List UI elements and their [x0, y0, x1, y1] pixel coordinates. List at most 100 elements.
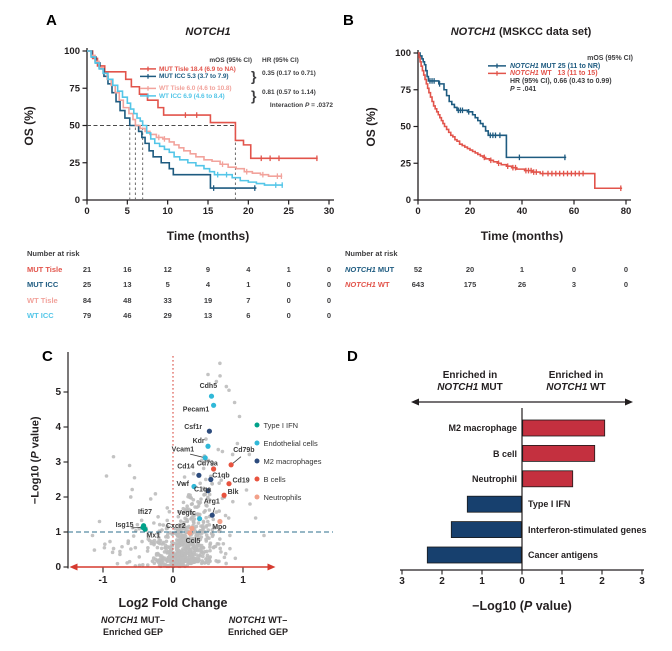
volcano-x-tick-label: -1	[99, 575, 108, 586]
risk-a-value: 46	[114, 311, 140, 321]
d-x-tick-label: 2	[599, 576, 605, 587]
gene-label-Cd19: Cd19	[233, 477, 250, 484]
volcano-bg-dot	[232, 400, 237, 405]
volcano-bg-dot	[166, 535, 170, 539]
risk-a-value-seg: 7	[246, 295, 251, 305]
risk-a-value: 1	[276, 265, 302, 275]
x-tick-label: 20	[465, 206, 476, 217]
legend-c-label-neut: Neutrophils	[264, 493, 302, 502]
gene-dot-Cdh5	[208, 393, 215, 399]
volcano-bg-dot	[127, 559, 132, 564]
panel-c-ylabel-post: value)	[29, 416, 42, 452]
panel-c-footer-right-gene: NOTCH1	[228, 615, 266, 625]
risk-a-row-label-MUT Tisle: MUT Tisle	[27, 265, 62, 275]
volcano-bg-dot	[162, 556, 167, 560]
risk-a-value-seg: 12	[163, 264, 172, 274]
volcano-bg-dot	[140, 562, 145, 567]
gene-label-Blk: Blk	[228, 489, 239, 496]
volcano-bg-dot	[247, 452, 252, 457]
volcano-bg-dot	[131, 534, 136, 538]
y-tick-label: 50	[400, 122, 411, 133]
volcano-bg-dot	[182, 538, 187, 543]
risk-a-value-seg: 79	[82, 311, 92, 320]
d-bar-Type I IFN	[466, 495, 522, 513]
volcano-bg-dot	[204, 525, 208, 529]
volcano-bg-dot	[223, 513, 228, 518]
legend-b-hr: HR (95% CI), 0.66 (0.43 to 0.99)	[510, 78, 612, 86]
legend-c-dot-neut	[254, 494, 260, 500]
gene-dot-C1qb	[208, 476, 214, 483]
d-bar-label-seg: Cancer antigens	[528, 550, 599, 561]
y-tick-label: 75	[400, 85, 411, 96]
risk-a-value: 5	[155, 280, 181, 290]
risk-a-value: 0	[316, 265, 342, 275]
volcano-bg-dot	[115, 561, 120, 566]
panel-d-header-left-gene: NOTCH1	[437, 382, 479, 393]
d-bar-M2 macrophage	[522, 419, 606, 437]
volcano-bg-dot	[207, 508, 212, 512]
volcano-bg-dot	[185, 508, 190, 513]
risk-a-value: 4	[235, 265, 261, 275]
d-bar-B cell	[522, 444, 596, 462]
volcano-bg-dot	[200, 525, 205, 530]
volcano-bg-dot	[173, 526, 178, 531]
volcano-bg-dot	[218, 537, 222, 541]
volcano-bg-dot	[201, 551, 206, 556]
legend-a-brace-1: }	[251, 68, 257, 84]
volcano-bg-dot	[208, 548, 212, 553]
panel-d-x-axis-label: −Log10 (P value)	[442, 599, 602, 613]
volcano-bg-dot	[191, 519, 196, 524]
risk-a-row-label-MUT ICC-seg: MUT ICC	[27, 280, 59, 289]
volcano-bg-dot	[167, 555, 171, 560]
risk-a-value-seg: 0	[286, 295, 291, 305]
panel-c-footer-left-gene: NOTCH1	[100, 615, 138, 625]
volcano-bg-dot	[127, 463, 132, 468]
panel-label-a: A	[46, 12, 57, 29]
volcano-bg-dot	[201, 554, 205, 559]
risk-b-row-label: NOTCH1 WT	[345, 280, 390, 290]
risk-a-value-seg: 13	[203, 311, 213, 320]
volcano-bg-dot	[219, 478, 224, 482]
risk-a-row-label-WT ICC-seg: WT ICC	[27, 311, 54, 320]
risk-a-value-seg: 4	[205, 280, 211, 289]
risk-a-row-label-WT Tisle-seg: WT Tisle	[27, 295, 58, 305]
x-tick-label: 25	[283, 206, 294, 217]
risk-b-value: 3	[559, 280, 589, 290]
volcano-bg-dot	[201, 466, 206, 471]
volcano-bg-dot	[165, 518, 170, 523]
volcano-bg-dot	[152, 542, 156, 547]
volcano-bg-dot	[221, 541, 226, 546]
d-x-tick-label: 1	[559, 576, 565, 587]
volcano-bg-dot	[120, 544, 124, 549]
risk-a-value-seg: 46	[123, 311, 132, 320]
panel-b-title: NOTCH1 (MSKCC data set)	[391, 26, 651, 39]
y-tick-label: 25	[400, 158, 411, 169]
risk-b-value-seg: 26	[517, 280, 527, 289]
volcano-y-tick-label: 3	[55, 457, 61, 468]
volcano-bg-dot	[222, 555, 227, 560]
risk-a-value: 25	[74, 280, 100, 290]
volcano-bg-dot	[176, 509, 181, 514]
legend-b-p-value: P = .041	[510, 86, 536, 94]
risk-a-value-seg: 25	[82, 280, 92, 289]
volcano-bg-dot	[201, 486, 206, 491]
volcano-bg-dot	[224, 384, 229, 389]
legend-a-row-MUT Tisle-seg: MUT Tisle 18.4 (6.9 to NA)	[159, 65, 236, 73]
volcano-bg-dot	[253, 516, 258, 520]
risk-a-value: 13	[114, 280, 140, 290]
d-bar-label: Type I IFN	[528, 499, 570, 509]
gene-dot-Cd14	[196, 472, 202, 478]
volcano-bg-dot	[181, 500, 186, 505]
volcano-bg-dot	[163, 543, 168, 548]
volcano-bg-dot	[111, 546, 116, 551]
volcano-bg-dot	[152, 521, 156, 525]
legend-a-hr-value-2: 0.81 (0.57 to 1.14)	[262, 89, 316, 96]
risk-b-value: 643	[403, 280, 433, 290]
volcano-bg-dot	[137, 555, 142, 559]
volcano-bg-dot	[111, 454, 116, 459]
gene-dot-Kdr	[205, 443, 211, 449]
risk-a-value: 48	[114, 296, 140, 306]
volcano-bg-dot	[155, 545, 160, 550]
risk-a-value-seg: 1	[246, 280, 251, 289]
volcano-left-arrowhead-icon	[69, 563, 78, 571]
